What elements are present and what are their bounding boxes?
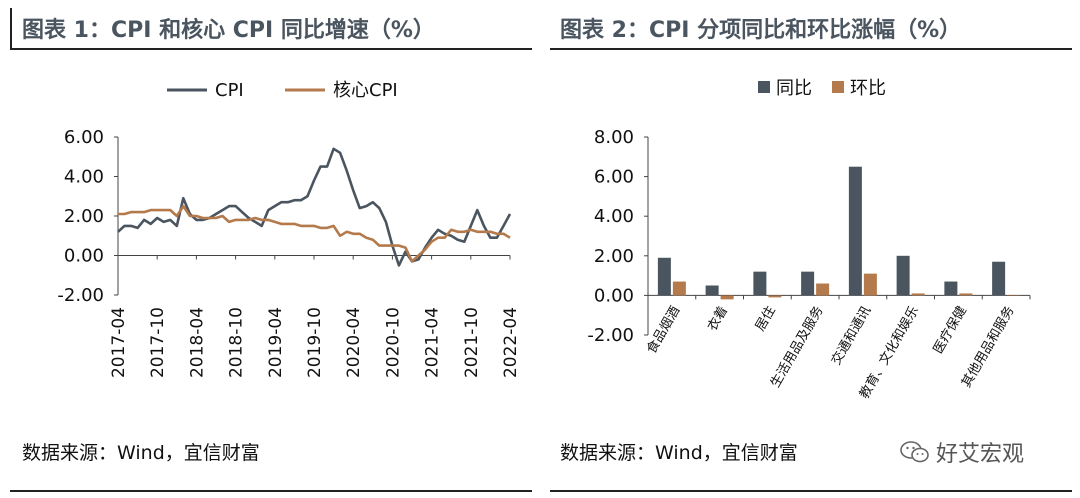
category-label: 医疗保健: [931, 304, 970, 357]
category-label: 其他用品和服务: [958, 303, 1017, 390]
x-tick-label: 2022-04: [501, 307, 521, 378]
y-tick-label: 6.00: [594, 167, 634, 188]
x-tick-label: 2018-04: [187, 307, 207, 378]
wechat-icon: [900, 441, 929, 463]
y-tick-label: -2.00: [587, 325, 634, 346]
legend-swatch: [832, 81, 844, 93]
bar-mom: [816, 283, 830, 296]
bar-yoy: [801, 271, 815, 296]
bar-mom: [863, 273, 877, 296]
bar-mom: [720, 295, 734, 300]
legend-label: CPI: [215, 80, 244, 101]
category-label: 食品烟酒: [643, 303, 683, 356]
bar-mom: [911, 293, 925, 296]
category-label: 衣着: [704, 303, 731, 334]
legend-label: 同比: [776, 78, 812, 99]
y-tick-label: 6.00: [64, 127, 104, 148]
x-tick-label: 2017-04: [109, 307, 129, 378]
series-line-core-cpi: [118, 204, 511, 263]
chart1-source: 数据来源：Wind，宜信财富: [22, 442, 260, 464]
legend-label: 环比: [850, 78, 886, 99]
watermark-text: 好艾宏观: [936, 442, 1025, 467]
bar-mom: [1007, 295, 1021, 296]
y-tick-label: 2.00: [64, 206, 104, 227]
y-tick-label: 0.00: [64, 246, 104, 267]
title-accent-bar: [10, 8, 12, 50]
y-tick-label: 0.00: [594, 285, 634, 306]
chart1-title: 图表 1：CPI 和核心 CPI 同比增速（%）: [22, 18, 435, 43]
chart1-bottom-rule: [10, 490, 532, 492]
y-tick-label: 2.00: [594, 246, 634, 267]
bar-yoy: [896, 255, 910, 296]
x-tick-label: 2017-10: [148, 307, 168, 378]
y-tick-label: 8.00: [594, 127, 634, 148]
bar-mom: [768, 295, 782, 298]
bar-yoy: [944, 281, 958, 296]
y-tick-label: 4.00: [594, 206, 634, 227]
y-tick-label: -2.00: [57, 285, 104, 306]
category-label: 生活用品及服务: [767, 303, 826, 390]
chart2-title: 图表 2：CPI 分项同比和环比涨幅（%）: [560, 18, 962, 43]
x-tick-label: 2020-10: [383, 307, 403, 378]
x-tick-label: 2018-10: [227, 307, 247, 378]
legend-swatch: [758, 81, 770, 93]
legend-label: 核心CPI: [333, 80, 398, 101]
x-tick-label: 2021-10: [462, 307, 482, 378]
bar-yoy: [753, 271, 767, 296]
bar-yoy: [992, 261, 1006, 296]
chart2-top-rule: [550, 48, 1072, 50]
x-tick-label: 2021-04: [423, 307, 443, 378]
bar-yoy: [848, 166, 862, 296]
watermark: 好艾宏观: [900, 436, 1024, 468]
x-tick-label: 2019-10: [305, 307, 325, 378]
category-label: 交通和通讯: [828, 303, 874, 367]
series-line-cpi: [117, 147, 512, 267]
x-tick-label: 2020-04: [344, 307, 364, 378]
bar-mom: [959, 293, 973, 296]
cpi-components-bar-chart: 8.00 6.00 4.00 2.00 0.00 -2.00 食品烟酒 衣着 居住生活用品及服务…: [587, 78, 1031, 401]
chart1-top-rule: [10, 48, 532, 50]
x-tick-label: 2019-04: [266, 307, 286, 378]
bar-yoy: [657, 257, 671, 296]
bar-mom: [672, 281, 686, 296]
chart2-bottom-rule: [550, 490, 1072, 492]
y-tick-label: 4.00: [64, 167, 104, 188]
chart2-source: 数据来源：Wind，宜信财富: [560, 442, 798, 464]
bar-yoy: [705, 285, 719, 296]
category-label: 居住: [753, 304, 779, 334]
